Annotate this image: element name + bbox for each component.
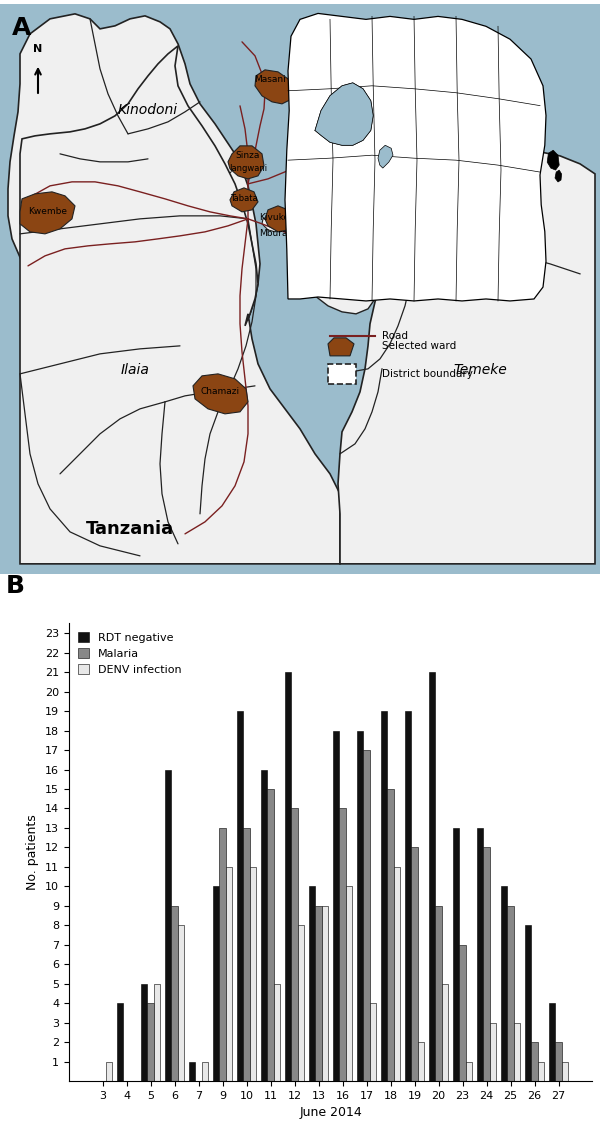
Bar bbox=[141, 984, 147, 1081]
Bar bbox=[268, 789, 274, 1081]
Bar bbox=[171, 906, 178, 1081]
Bar bbox=[514, 1023, 520, 1081]
Bar bbox=[538, 1062, 544, 1081]
Bar bbox=[220, 828, 226, 1081]
Bar bbox=[562, 1062, 568, 1081]
Bar bbox=[189, 1062, 196, 1081]
Bar bbox=[412, 848, 418, 1081]
Y-axis label: No. patients: No. patients bbox=[26, 815, 40, 890]
Bar bbox=[556, 1042, 562, 1081]
Bar bbox=[250, 867, 256, 1081]
Bar bbox=[309, 887, 316, 1081]
Polygon shape bbox=[20, 192, 75, 233]
Bar bbox=[322, 906, 328, 1081]
Bar bbox=[117, 1003, 123, 1081]
Text: N: N bbox=[34, 43, 43, 54]
Bar bbox=[405, 712, 412, 1081]
Text: District boundary: District boundary bbox=[382, 368, 473, 379]
Bar bbox=[274, 984, 280, 1081]
Bar bbox=[394, 867, 400, 1081]
Bar bbox=[442, 984, 448, 1081]
Bar bbox=[429, 673, 436, 1081]
Bar bbox=[298, 925, 304, 1081]
Bar bbox=[237, 712, 244, 1081]
Bar bbox=[244, 828, 250, 1081]
Bar bbox=[106, 1062, 112, 1081]
Bar bbox=[525, 925, 532, 1081]
Polygon shape bbox=[193, 374, 248, 414]
Polygon shape bbox=[547, 150, 559, 170]
Bar bbox=[261, 770, 268, 1081]
Text: Kwembe: Kwembe bbox=[29, 207, 67, 216]
Bar bbox=[388, 789, 394, 1081]
X-axis label: June 2014: June 2014 bbox=[299, 1106, 362, 1119]
Polygon shape bbox=[288, 212, 378, 313]
Bar bbox=[226, 867, 232, 1081]
Polygon shape bbox=[308, 212, 352, 246]
Bar bbox=[333, 731, 340, 1081]
Polygon shape bbox=[315, 82, 373, 145]
Bar bbox=[154, 984, 160, 1081]
Bar bbox=[147, 1003, 154, 1081]
Bar bbox=[357, 731, 364, 1081]
Bar bbox=[364, 750, 370, 1081]
Polygon shape bbox=[378, 145, 393, 168]
Bar bbox=[508, 906, 514, 1081]
Bar bbox=[328, 364, 356, 384]
Polygon shape bbox=[228, 146, 264, 178]
Bar bbox=[340, 809, 346, 1081]
Text: Mburani: Mburani bbox=[260, 229, 296, 238]
Bar bbox=[165, 770, 171, 1081]
Bar bbox=[381, 712, 388, 1081]
Text: Chamazi: Chamazi bbox=[200, 388, 239, 396]
Text: Kinodoni: Kinodoni bbox=[118, 103, 178, 117]
Polygon shape bbox=[555, 170, 562, 182]
Bar bbox=[490, 1023, 496, 1081]
Polygon shape bbox=[285, 14, 546, 301]
Polygon shape bbox=[262, 216, 280, 232]
Text: Road: Road bbox=[382, 331, 408, 341]
Bar bbox=[460, 945, 466, 1081]
Text: Kigamboni: Kigamboni bbox=[306, 223, 354, 232]
Text: Kivukoni: Kivukoni bbox=[259, 214, 297, 222]
Polygon shape bbox=[338, 152, 595, 564]
Bar bbox=[316, 906, 322, 1081]
Text: Jangwani: Jangwani bbox=[229, 165, 267, 174]
Polygon shape bbox=[328, 337, 354, 356]
Text: Masani: Masani bbox=[254, 76, 286, 85]
Bar bbox=[202, 1062, 208, 1081]
Text: Ilaia: Ilaia bbox=[121, 363, 149, 376]
Polygon shape bbox=[265, 206, 292, 232]
Polygon shape bbox=[8, 14, 260, 349]
Bar bbox=[213, 887, 220, 1081]
Polygon shape bbox=[230, 188, 258, 212]
Bar bbox=[178, 925, 184, 1081]
Polygon shape bbox=[255, 70, 292, 104]
Bar bbox=[418, 1042, 424, 1081]
Bar bbox=[346, 887, 352, 1081]
Bar bbox=[453, 828, 460, 1081]
Text: Tabata: Tabata bbox=[230, 194, 258, 204]
Bar bbox=[501, 887, 508, 1081]
Text: B: B bbox=[6, 574, 25, 598]
Polygon shape bbox=[20, 46, 340, 564]
Bar bbox=[292, 809, 298, 1081]
Bar bbox=[370, 1003, 376, 1081]
Bar bbox=[436, 906, 442, 1081]
Text: Selected ward: Selected ward bbox=[382, 341, 456, 351]
Bar bbox=[477, 828, 484, 1081]
Text: A: A bbox=[12, 16, 31, 40]
Legend: RDT negative, Malaria, DENV infection: RDT negative, Malaria, DENV infection bbox=[74, 629, 185, 678]
Bar bbox=[532, 1042, 538, 1081]
Bar bbox=[549, 1003, 556, 1081]
Text: Sinza: Sinza bbox=[236, 151, 260, 160]
Bar bbox=[285, 673, 292, 1081]
Bar bbox=[484, 848, 490, 1081]
Text: Tanzania: Tanzania bbox=[86, 519, 174, 538]
Text: Temeke: Temeke bbox=[453, 363, 507, 376]
Bar bbox=[466, 1062, 472, 1081]
